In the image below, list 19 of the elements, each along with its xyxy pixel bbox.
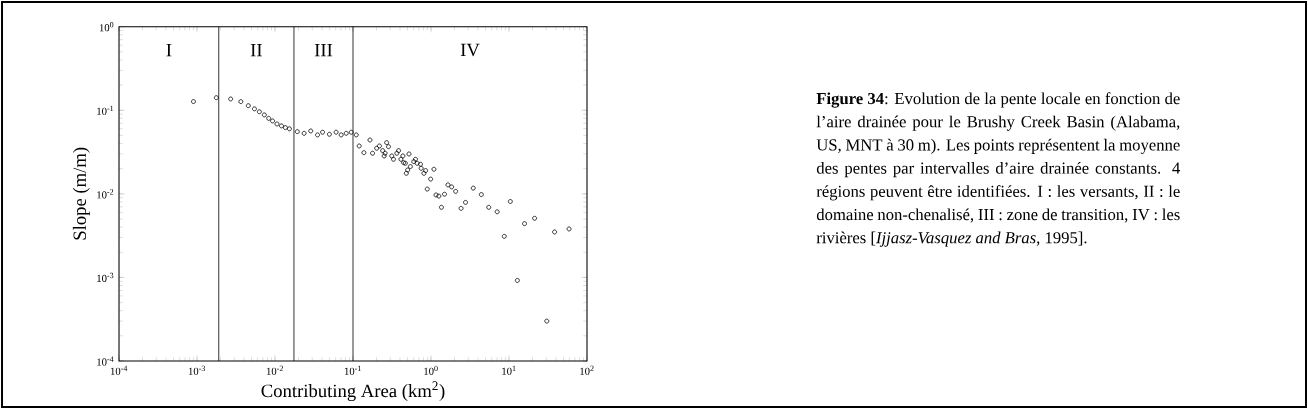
- annotation: IV: [460, 43, 480, 57]
- y-tick-label: 10$^{0}$: [99, 22, 114, 32]
- x-tick-label: 10$^{-3}$: [188, 365, 206, 375]
- x-tick-label: 10$^{0}$: [424, 365, 438, 375]
- annotation: II: [250, 43, 262, 57]
- y-tick-label: 10$^{-1}$: [97, 105, 114, 115]
- y-tick-label: 10$^{-2}$: [97, 189, 114, 199]
- y-tick-label: 10$^{-3}$: [97, 272, 114, 282]
- x-tick-label: 10$^{-1}$: [344, 365, 361, 375]
- x-tick-label: 10$^{1}$: [502, 365, 516, 375]
- x-axis-title: Contributing Area (km$^{2}$): [261, 381, 445, 402]
- y-axis-title: Slope (m/m): [72, 147, 90, 240]
- x-tick-label: 10$^{-4}$: [110, 365, 128, 375]
- x-tick-label: 10$^{-2}$: [266, 365, 283, 375]
- x-tick-label: 10$^{2}$: [580, 365, 594, 375]
- annotation: I: [166, 43, 172, 57]
- text: Figure 34: Evolution de la pente locale en fonction de l’aire drainée pour le Brushy Creek Basin (Alabama, US, MNT à 30 m). Les points représentent la moyenne des pentes par intervalles d’aire drainée constants. 4 régions peuvent être identifiées. I : les versants, II : le domaine non-chenalisé, III : zone de transition, IV : les rivières [Ijjasz-Vasquez and Bras, 1995].: [816, 92, 1181, 247]
- y-tick-label: 10$^{-4}$: [97, 356, 114, 366]
- annotation: III: [314, 43, 333, 57]
